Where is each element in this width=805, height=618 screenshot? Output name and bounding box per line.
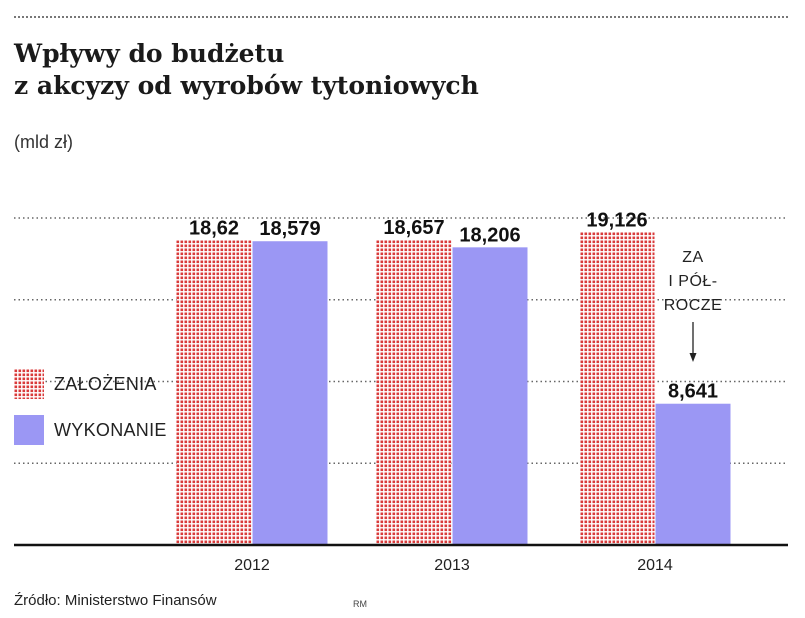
annotation-arrow-head <box>689 353 697 362</box>
data-label: 8,641 <box>668 381 718 403</box>
legend-swatch-executed <box>14 415 44 445</box>
legend-item-executed: WYKONANIE <box>14 414 167 446</box>
legend-label-planned: ZAŁOŻENIA <box>54 373 157 394</box>
data-label: 18,206 <box>459 224 520 246</box>
bar-executed <box>252 241 328 546</box>
x-tick-label: 2012 <box>234 557 270 574</box>
annotation-text: ZA <box>682 249 703 266</box>
legend-label-executed: WYKONANIE <box>54 419 167 440</box>
title-line-1: Wpływy do budżetu <box>14 39 285 68</box>
bar-planned <box>176 240 252 546</box>
annotation-text: ROCZE <box>664 297 723 314</box>
bar-executed <box>452 247 528 545</box>
legend-item-planned: ZAŁOŻENIA <box>14 368 157 400</box>
data-label: 18,62 <box>189 218 239 240</box>
bar-executed <box>655 403 731 545</box>
unit-label: (mld zł) <box>14 132 73 152</box>
author-initials: RM <box>353 599 367 609</box>
bar-planned <box>376 239 452 545</box>
chart-title: Wpływy do budżetu z akcyzy od wyrobów ty… <box>14 38 479 102</box>
legend-swatch-planned <box>14 369 44 399</box>
bar-planned <box>579 232 655 545</box>
data-label: 19,126 <box>586 209 647 231</box>
title-line-2: z akcyzy od wyrobów tytoniowych <box>14 71 479 100</box>
data-label: 18,657 <box>383 217 444 239</box>
top-rule <box>14 16 788 18</box>
x-tick-label: 2013 <box>434 557 470 574</box>
source-note: Źródło: Ministerstwo Finansów <box>14 592 217 609</box>
x-tick-label: 2014 <box>637 557 673 574</box>
data-label: 18,579 <box>259 218 320 240</box>
annotation-text: I PÓŁ- <box>668 271 717 290</box>
